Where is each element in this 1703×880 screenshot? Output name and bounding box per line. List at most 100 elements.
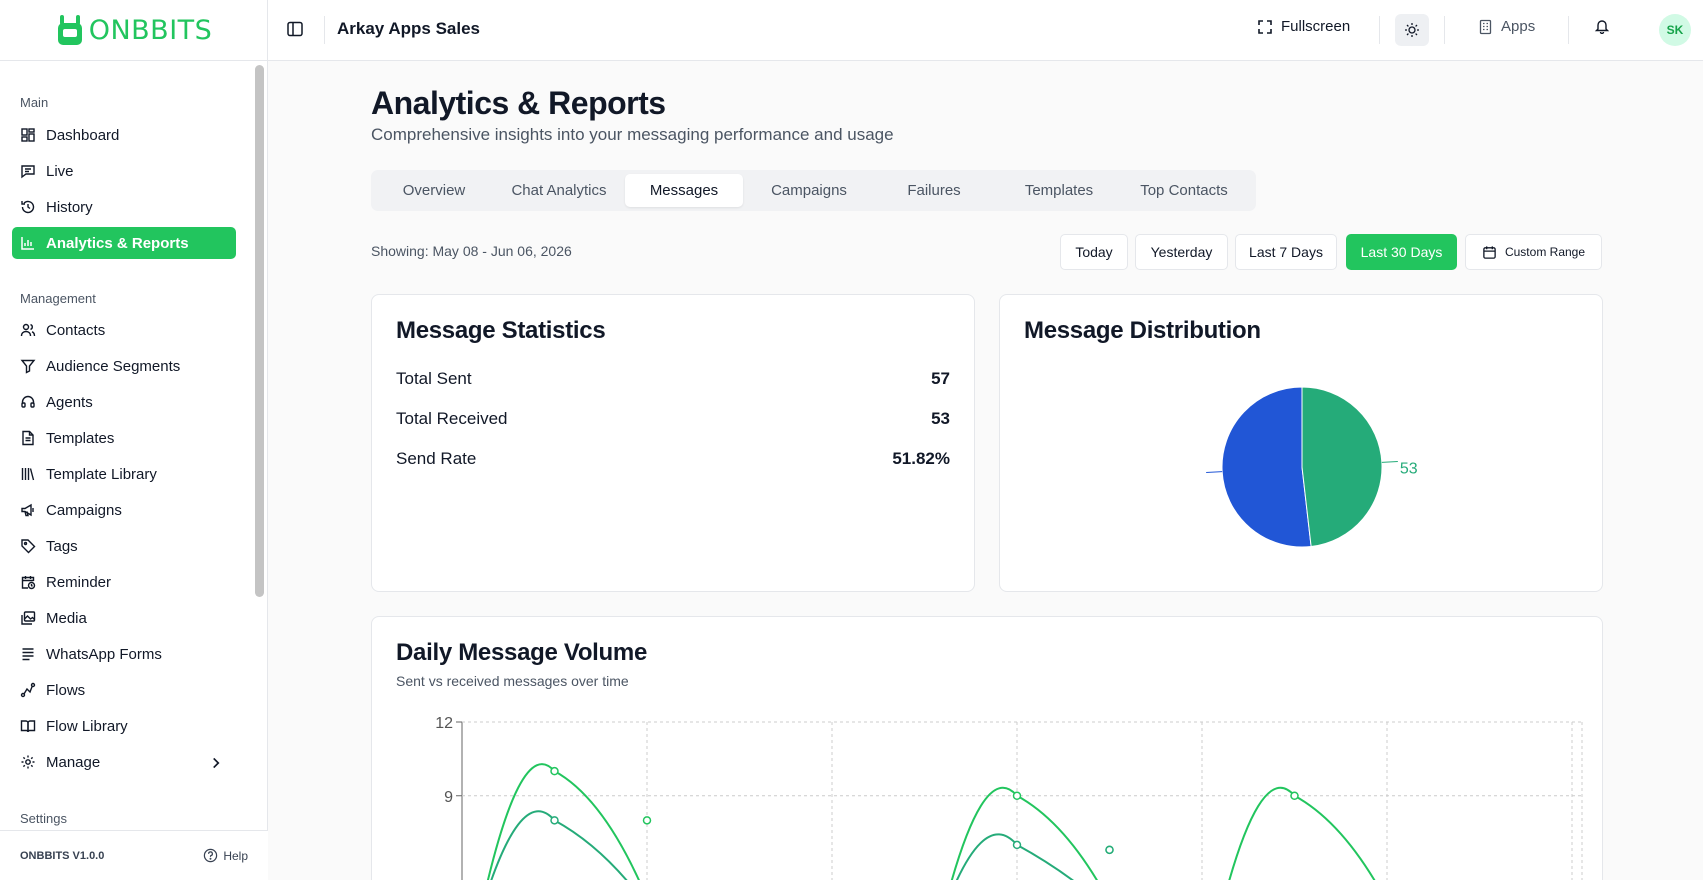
pie-slice [1221, 386, 1312, 548]
stat-row-total-sent: Total Sent 57 [396, 369, 950, 389]
sidebar-item-agents[interactable]: Agents [12, 386, 236, 418]
tab-templates[interactable]: Templates [1024, 182, 1094, 199]
brand-logo[interactable]: ONBBITS [0, 0, 267, 61]
message-statistics-card: Message Statistics Total Sent 57 Total R… [371, 294, 975, 592]
book-icon [20, 720, 36, 733]
tab-campaigns[interactable]: Campaigns [771, 182, 847, 199]
sidebar-item-label: Live [46, 162, 74, 180]
sidebar-item-flow-library[interactable]: Flow Library [12, 710, 236, 742]
sidebar-item-flows[interactable]: Flows [12, 674, 236, 706]
series-line [490, 810, 628, 880]
tab-top-contacts[interactable]: Top Contacts [1140, 182, 1228, 199]
sidebar-item-label: Template Library [46, 465, 157, 483]
dashboard-icon [21, 128, 35, 142]
pie-slice [1301, 386, 1383, 548]
sidebar-item-label: Media [46, 609, 87, 627]
building-icon [1479, 19, 1492, 34]
filter-icon [20, 359, 36, 374]
sidebar-item-campaigns[interactable]: Campaigns [12, 494, 236, 526]
tab-chat-analytics[interactable]: Chat Analytics [511, 182, 607, 199]
sidebar-item-label: Manage [46, 753, 101, 771]
pie-label-line [1381, 461, 1398, 463]
data-point [1012, 840, 1022, 850]
sidebar-item-label: Dashboard [46, 126, 120, 144]
sidebar-item-tags[interactable]: Tags [12, 530, 236, 562]
sidebar-item-dashboard[interactable]: Dashboard [12, 119, 236, 151]
section-label-settings: Settings [20, 811, 67, 826]
sidebar-item-label: Tags [46, 537, 78, 555]
sidebar-scrollbar[interactable] [255, 65, 264, 597]
sidebar-item-label: Flow Library [46, 717, 128, 735]
stat-row-total-received: Total Received 53 [396, 409, 950, 429]
data-point [1105, 845, 1114, 855]
stat-value: 53 [931, 409, 950, 428]
range-today-button[interactable]: Today [1060, 234, 1128, 270]
y-tick-label: 9 [444, 789, 453, 806]
header-divider [324, 16, 325, 44]
users-icon [20, 323, 36, 337]
megaphone-icon [21, 503, 34, 517]
series-line [1228, 786, 1376, 880]
sidebar-item-label: Analytics & Reports [46, 234, 189, 252]
sidebar-item-live[interactable]: Live [12, 155, 236, 187]
file-icon [22, 430, 34, 446]
data-point [1012, 791, 1022, 800]
custom-range-button[interactable]: Custom Range [1465, 234, 1602, 270]
stat-label: Send Rate [396, 449, 477, 468]
history-icon [21, 200, 35, 214]
tab-overview[interactable]: Overview [402, 182, 466, 199]
stat-label: Total Sent [396, 369, 472, 388]
help-circle-icon [204, 848, 218, 863]
sidebar-item-label: WhatsApp Forms [46, 645, 162, 663]
header-divider [1444, 16, 1445, 44]
stat-row-send-rate: Send Rate 51.82% [396, 449, 950, 469]
range-last-7-days-button[interactable]: Last 7 Days [1235, 234, 1337, 270]
sidebar-item-contacts[interactable]: Contacts [12, 314, 236, 346]
bell-icon [1594, 20, 1610, 34]
range-last-30-days-button[interactable]: Last 30 Days [1346, 234, 1457, 270]
custom-range-label: Custom Range [1504, 245, 1586, 259]
theme-toggle-button[interactable] [1395, 14, 1429, 46]
sidebar-item-history[interactable]: History [12, 191, 236, 223]
sidebar-item-templates[interactable]: Templates [12, 422, 236, 454]
stat-value: 57 [931, 369, 950, 388]
brand-name: ONBBITS [88, 14, 213, 46]
workflow-icon [20, 682, 36, 698]
sidebar-item-whatsapp-forms[interactable]: WhatsApp Forms [12, 638, 236, 670]
section-label-management: Management [20, 291, 96, 306]
card-title: Daily Message Volume [396, 639, 647, 666]
help-button[interactable]: Help [203, 848, 248, 863]
sun-icon [1405, 23, 1419, 37]
chevron-right-icon [213, 757, 220, 769]
sidebar-item-template-library[interactable]: Template Library [12, 458, 236, 490]
sidebar-footer: ONBBITS V1.0.0 Help [0, 830, 268, 880]
sidebar-item-reminder[interactable]: Reminder [12, 566, 236, 598]
tab-messages[interactable]: Messages [625, 174, 743, 207]
pie-data-label: 53 [1400, 461, 1418, 478]
sidebar-item-manage[interactable]: Manage [12, 746, 236, 778]
pie-label-line [1206, 471, 1223, 473]
page-subtitle: Comprehensive insights into your messagi… [371, 125, 894, 144]
notifications-button[interactable] [1594, 18, 1610, 34]
sidebar-item-analytics-reports[interactable]: Analytics & Reports [12, 227, 236, 259]
user-avatar[interactable]: SK [1659, 14, 1691, 46]
apps-button[interactable]: Apps [1478, 18, 1535, 35]
sidebar-scroll-area: Main Dashboard Live History Analytics & … [0, 61, 268, 830]
calendar-icon [1483, 245, 1496, 259]
calendar-clock-icon [21, 576, 36, 590]
data-point [550, 766, 559, 776]
sidebar-item-label: Campaigns [46, 501, 122, 519]
sidebar-item-label: Reminder [46, 573, 112, 591]
tab-failures[interactable]: Failures [907, 182, 961, 199]
range-yesterday-button[interactable]: Yesterday [1135, 234, 1228, 270]
message-icon [21, 165, 35, 179]
card-title: Message Statistics [396, 317, 606, 344]
sidebar-item-media[interactable]: Media [12, 602, 236, 634]
sidebar-item-label: Flows [46, 681, 86, 699]
top-header: Arkay Apps Sales Fullscreen Apps SK [268, 0, 1703, 61]
series-line [955, 833, 1074, 880]
sidebar-item-audience-segments[interactable]: Audience Segments [12, 350, 236, 382]
daily-volume-line-chart: 12 9 [435, 715, 1583, 880]
sidebar-toggle-button[interactable] [286, 20, 304, 43]
fullscreen-button[interactable]: Fullscreen [1257, 18, 1350, 35]
